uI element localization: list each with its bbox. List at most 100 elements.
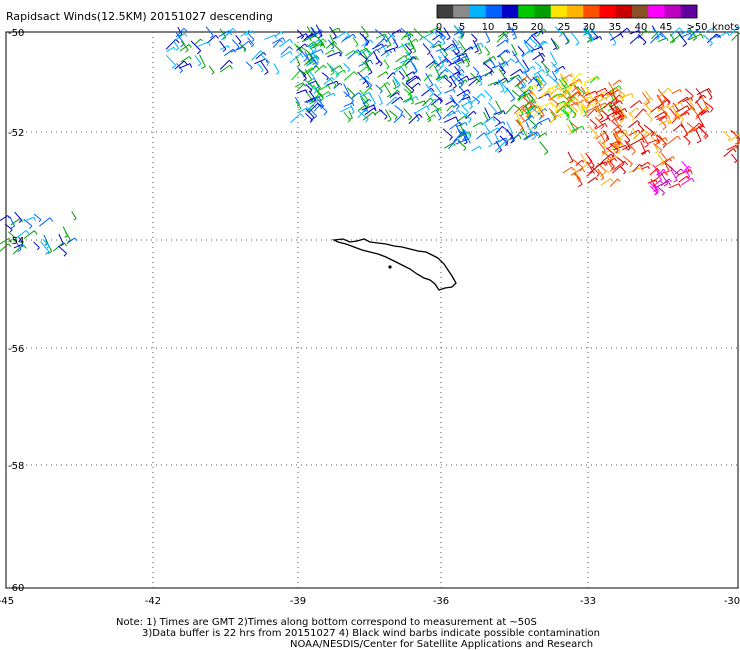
wind-barb-flag bbox=[475, 80, 480, 85]
wind-barb-flag bbox=[510, 140, 515, 144]
wind-barb-flag bbox=[531, 132, 535, 136]
wind-barb-flag bbox=[667, 101, 671, 106]
wind-barb-flag bbox=[457, 67, 461, 71]
wind-barb bbox=[653, 143, 662, 151]
wind-barb bbox=[537, 40, 546, 49]
wind-barb-flag bbox=[650, 132, 655, 137]
wind-barb-flag bbox=[510, 98, 515, 102]
wind-barb bbox=[517, 59, 527, 72]
wind-barb-flag bbox=[658, 149, 663, 154]
wind-barb bbox=[306, 55, 317, 65]
wind-barb bbox=[706, 89, 713, 98]
wind-barb bbox=[682, 165, 690, 174]
wind-barb-flag bbox=[522, 85, 527, 89]
note-line-3: NOAA/NESDIS/Center for Satellite Applica… bbox=[290, 639, 594, 650]
wind-barb bbox=[655, 161, 665, 168]
wind-barb-flag bbox=[501, 126, 505, 129]
wind-barb bbox=[606, 111, 616, 117]
wind-barb bbox=[612, 92, 618, 102]
wind-barb bbox=[645, 90, 651, 99]
wind-barb bbox=[549, 97, 559, 105]
wind-barb bbox=[658, 120, 669, 126]
wind-barb-flag bbox=[687, 142, 691, 146]
wind-barb bbox=[464, 56, 470, 66]
wind-barb-flag bbox=[309, 37, 312, 42]
wind-barb-flag bbox=[386, 66, 390, 70]
wind-barb-flag bbox=[320, 42, 323, 47]
wind-barb-flag bbox=[563, 100, 566, 104]
wind-barb bbox=[383, 59, 390, 68]
wind-barb-flag bbox=[386, 94, 392, 98]
wind-barb-flag bbox=[211, 72, 215, 75]
wind-barb bbox=[586, 108, 595, 118]
wind-barb bbox=[471, 145, 480, 152]
colorbar-swatch bbox=[453, 5, 470, 18]
wind-barb-flag bbox=[411, 33, 414, 37]
wind-barb bbox=[219, 28, 227, 38]
wind-barb-flag bbox=[74, 237, 78, 242]
wind-barb-flag bbox=[666, 99, 671, 104]
wind-barb bbox=[641, 133, 649, 146]
wind-barb-flag bbox=[677, 116, 681, 120]
wind-barb-flag bbox=[320, 49, 324, 54]
wind-barb bbox=[23, 216, 35, 222]
wind-barb-flag bbox=[538, 66, 542, 70]
wind-barb-flag bbox=[349, 117, 353, 120]
colorbar-label: 5 bbox=[459, 22, 465, 33]
wind-barb-flag bbox=[338, 27, 341, 32]
wind-barb bbox=[633, 128, 644, 140]
wind-barb bbox=[309, 108, 317, 117]
wind-barb-flag bbox=[343, 69, 346, 74]
wind-barb-flag bbox=[627, 147, 631, 151]
wind-barb bbox=[306, 96, 320, 104]
wind-barb bbox=[425, 72, 434, 86]
wind-barb-flag bbox=[606, 170, 610, 174]
wind-barb-flag bbox=[654, 192, 658, 196]
wind-barb-flag bbox=[667, 105, 670, 110]
wind-barb bbox=[611, 165, 621, 174]
wind-barb bbox=[435, 29, 443, 37]
wind-barb-flag bbox=[656, 36, 660, 41]
wind-barb-flag bbox=[655, 151, 659, 154]
wind-barb bbox=[534, 101, 542, 115]
wind-barb-flag bbox=[608, 117, 611, 122]
wind-barb-flag bbox=[243, 48, 247, 52]
wind-barb bbox=[176, 63, 183, 72]
wind-barb-flag bbox=[412, 56, 417, 60]
wind-barb-flag bbox=[647, 166, 650, 170]
wind-barb bbox=[686, 122, 695, 130]
wind-barb bbox=[274, 31, 282, 38]
wind-barb bbox=[571, 72, 581, 82]
wind-barb-flag bbox=[478, 83, 483, 87]
wind-barb bbox=[656, 185, 665, 194]
wind-barb-flag bbox=[307, 107, 310, 111]
wind-barb-flag bbox=[313, 63, 318, 68]
wind-barb bbox=[663, 161, 670, 172]
wind-barb-flag bbox=[308, 101, 314, 105]
wind-barb bbox=[649, 168, 658, 176]
wind-barb bbox=[487, 81, 498, 87]
wind-barb-flag bbox=[520, 113, 524, 116]
wind-barb bbox=[511, 50, 520, 62]
wind-barb-flag bbox=[534, 131, 538, 137]
colorbar-swatch bbox=[599, 5, 617, 18]
wind-barb bbox=[437, 55, 445, 67]
wind-barbs bbox=[0, 24, 740, 257]
wind-barb-flag bbox=[545, 74, 549, 77]
wind-barb bbox=[357, 108, 366, 119]
wind-barb bbox=[653, 171, 665, 182]
wind-barb bbox=[541, 61, 550, 71]
wind-barb-flag bbox=[556, 93, 560, 98]
wind-barb bbox=[231, 39, 240, 48]
wind-barb bbox=[357, 104, 366, 112]
wind-barb-flag bbox=[479, 75, 483, 81]
wind-barb bbox=[461, 100, 471, 107]
wind-barb-flag bbox=[613, 100, 618, 104]
colorbar-swatch bbox=[534, 5, 552, 18]
wind-barb-flag bbox=[505, 39, 509, 43]
wind-barb bbox=[498, 79, 508, 91]
wind-barb bbox=[496, 39, 507, 47]
wind-barb-flag bbox=[514, 60, 519, 64]
wind-barb bbox=[643, 124, 655, 134]
wind-barb-flag bbox=[438, 40, 442, 44]
